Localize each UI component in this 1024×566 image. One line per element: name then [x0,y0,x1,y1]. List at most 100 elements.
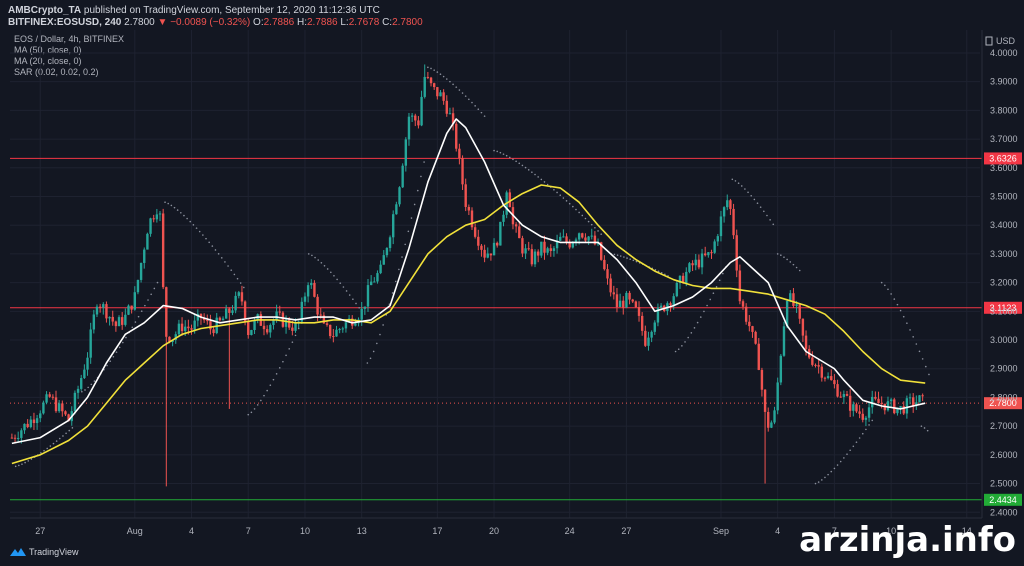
candle-body [231,310,234,313]
publisher-name[interactable]: AMBCrypto_TA [8,5,82,16]
x-tick-label: 4 [189,526,194,536]
ma50-legend[interactable]: MA (50, close, 0) [14,45,82,55]
ma20-legend[interactable]: MA (20, close, 0) [14,56,82,66]
candle-body [685,271,688,284]
series-legend[interactable]: EOS / Dollar, 4h, BITFINEX [14,34,125,44]
sar-dot [311,254,313,257]
candle-body [524,248,527,254]
candle-body [152,218,155,220]
sar-dot [786,258,788,261]
candle-body [833,380,836,385]
sar-dot [515,160,517,163]
sar-dot [629,258,631,260]
sar-dot [125,336,127,339]
candle-body [814,364,817,366]
candle-body [760,369,764,390]
candle-body [341,328,344,330]
sar-dot [703,310,705,313]
candle-body [716,236,720,242]
candle-body [757,343,760,370]
candle-body [587,236,590,241]
candle-body [489,253,493,256]
sar-dot [288,348,291,350]
candle-body [568,241,571,248]
candle-body [98,306,102,308]
candle-body [83,369,86,379]
candle-body [360,308,363,320]
candle-body [247,321,250,335]
sar-dot [198,230,201,233]
candle-body [473,227,477,237]
candle-body [442,92,445,101]
candle-body [398,187,401,205]
x-tick-label: 7 [246,526,251,536]
axes: 2.4000 2.5000 2.6000 2.7000 2.8000 2.9000 3.00… [10,30,1018,536]
sar-dot [189,220,192,223]
sar-dot [55,440,58,442]
candle-body [237,292,240,296]
candle-body [694,259,697,266]
candle-body [521,238,524,254]
sar-dot [756,202,759,205]
candle-body [820,366,823,378]
candle-body [89,329,92,358]
sar-dot [543,181,546,183]
sar-dot [909,329,911,331]
candle-body [845,394,849,396]
sar-dot [256,404,259,406]
sar-dot [921,358,924,360]
sar-dot [263,394,265,397]
candle-body [124,314,127,325]
sar-dot [820,479,823,481]
x-tick-label: 7 [832,526,837,536]
candle-body [867,407,871,418]
candle-body [212,329,215,334]
sar-dot [220,257,223,259]
candle-body [785,300,789,327]
y-tick-label: 3.6000 [990,163,1018,173]
sar-dot [376,342,378,345]
candle-body [637,307,641,316]
sar-legend[interactable]: SAR (0.02, 0.02, 0.2) [14,67,99,77]
candle-body [565,236,568,242]
high-value: 2.7886 [306,17,338,28]
candle-body [669,303,672,306]
tradingview-logo[interactable]: TradingView [10,547,79,557]
sar-dot [333,274,335,277]
sar-dot [654,268,657,271]
sar-dot [477,108,480,110]
sar-dot [505,154,508,157]
candle-body [417,120,420,126]
sar-dot [423,161,425,163]
candle-body [713,241,716,253]
sar-dot [379,333,381,336]
sar-dot [632,259,635,262]
candle-body [209,321,212,330]
sar-dot [923,427,926,429]
sar-dot [317,259,320,261]
candle-body [13,437,17,439]
sar-dot [616,254,619,256]
sar-dot [21,463,23,465]
y-tick-label: 2.4000 [990,507,1018,517]
sar-dot [137,315,140,318]
candle-body [373,281,376,283]
y-tick-label: 2.6000 [990,450,1018,460]
sar-dot [684,341,686,343]
sar-dot [167,202,170,205]
candle-body [864,417,868,420]
candle-body [603,259,606,270]
candle-body [496,242,499,246]
candle-body [741,301,745,307]
candle-body [703,253,707,256]
sar-dot [186,217,188,220]
sar-dot [170,204,173,207]
sar-dot [106,364,108,367]
sar-dot [759,206,762,208]
candle-body [789,293,792,301]
sar-dot [211,245,214,247]
candle-body [451,113,455,124]
candle-body [502,214,505,222]
sar-dot [176,209,179,211]
